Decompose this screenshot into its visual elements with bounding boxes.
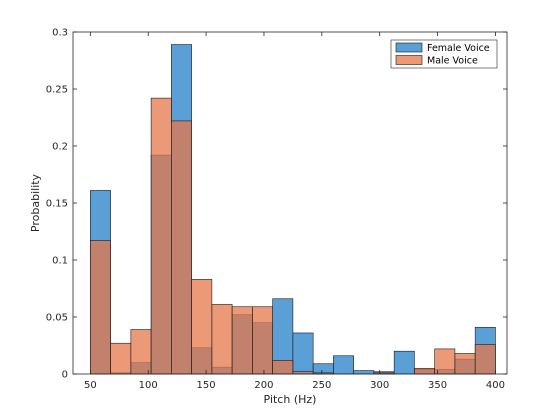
histogram-bar: [474, 344, 496, 375]
y-tick-label: 0.2: [52, 142, 68, 153]
y-tick-label: 0.3: [52, 28, 68, 39]
x-tick-label: 350: [428, 380, 447, 391]
y-tick-label: 0: [62, 370, 68, 381]
histogram-bar: [353, 370, 375, 375]
histogram-bar: [312, 363, 334, 375]
y-tick-label: 0.25: [46, 85, 68, 96]
histogram-bar: [252, 306, 273, 375]
x-tick-label: 250: [312, 380, 331, 391]
histogram-bar: [171, 120, 192, 375]
histogram-bar: [130, 329, 152, 375]
histogram-bar: [231, 306, 253, 375]
x-tick-label: 300: [370, 380, 389, 391]
x-tick-label: 50: [84, 380, 97, 391]
legend-swatch: [395, 55, 423, 65]
histogram-bar: [211, 304, 233, 375]
histogram-bar: [272, 360, 294, 375]
ticks-layer: 50 100 150 200 250 300 350 400 0 0.05 0.1 0.15 0.2 0.…: [46, 28, 507, 391]
legend-label: Male Voice: [427, 56, 478, 67]
x-axis-label: Pitch (Hz): [264, 393, 317, 406]
legend-swatch: [395, 42, 423, 53]
legend: Female Voice Male Voice: [390, 39, 498, 69]
histogram-bar: [150, 97, 172, 375]
series-male-voice: [90, 97, 496, 375]
x-tick-label: 400: [486, 380, 505, 391]
legend-label: Female Voice: [427, 43, 490, 54]
x-tick-label: 100: [139, 380, 158, 391]
histogram-bar: [90, 240, 111, 375]
y-tick-label: 0.1: [52, 256, 68, 267]
histogram-bar: [110, 342, 132, 375]
x-tick-label: 150: [197, 380, 216, 391]
y-tick-label: 0.15: [46, 199, 68, 210]
histogram-bar: [292, 332, 314, 375]
y-axis-label: Probability: [29, 173, 42, 232]
y-tick-label: 0.05: [46, 313, 68, 324]
histogram-bar: [333, 355, 354, 375]
histogram-bar: [454, 353, 476, 375]
histogram-bar: [191, 279, 213, 375]
histogram-bar: [393, 350, 415, 375]
histogram-bar: [414, 367, 435, 375]
x-tick-label: 200: [254, 380, 273, 391]
